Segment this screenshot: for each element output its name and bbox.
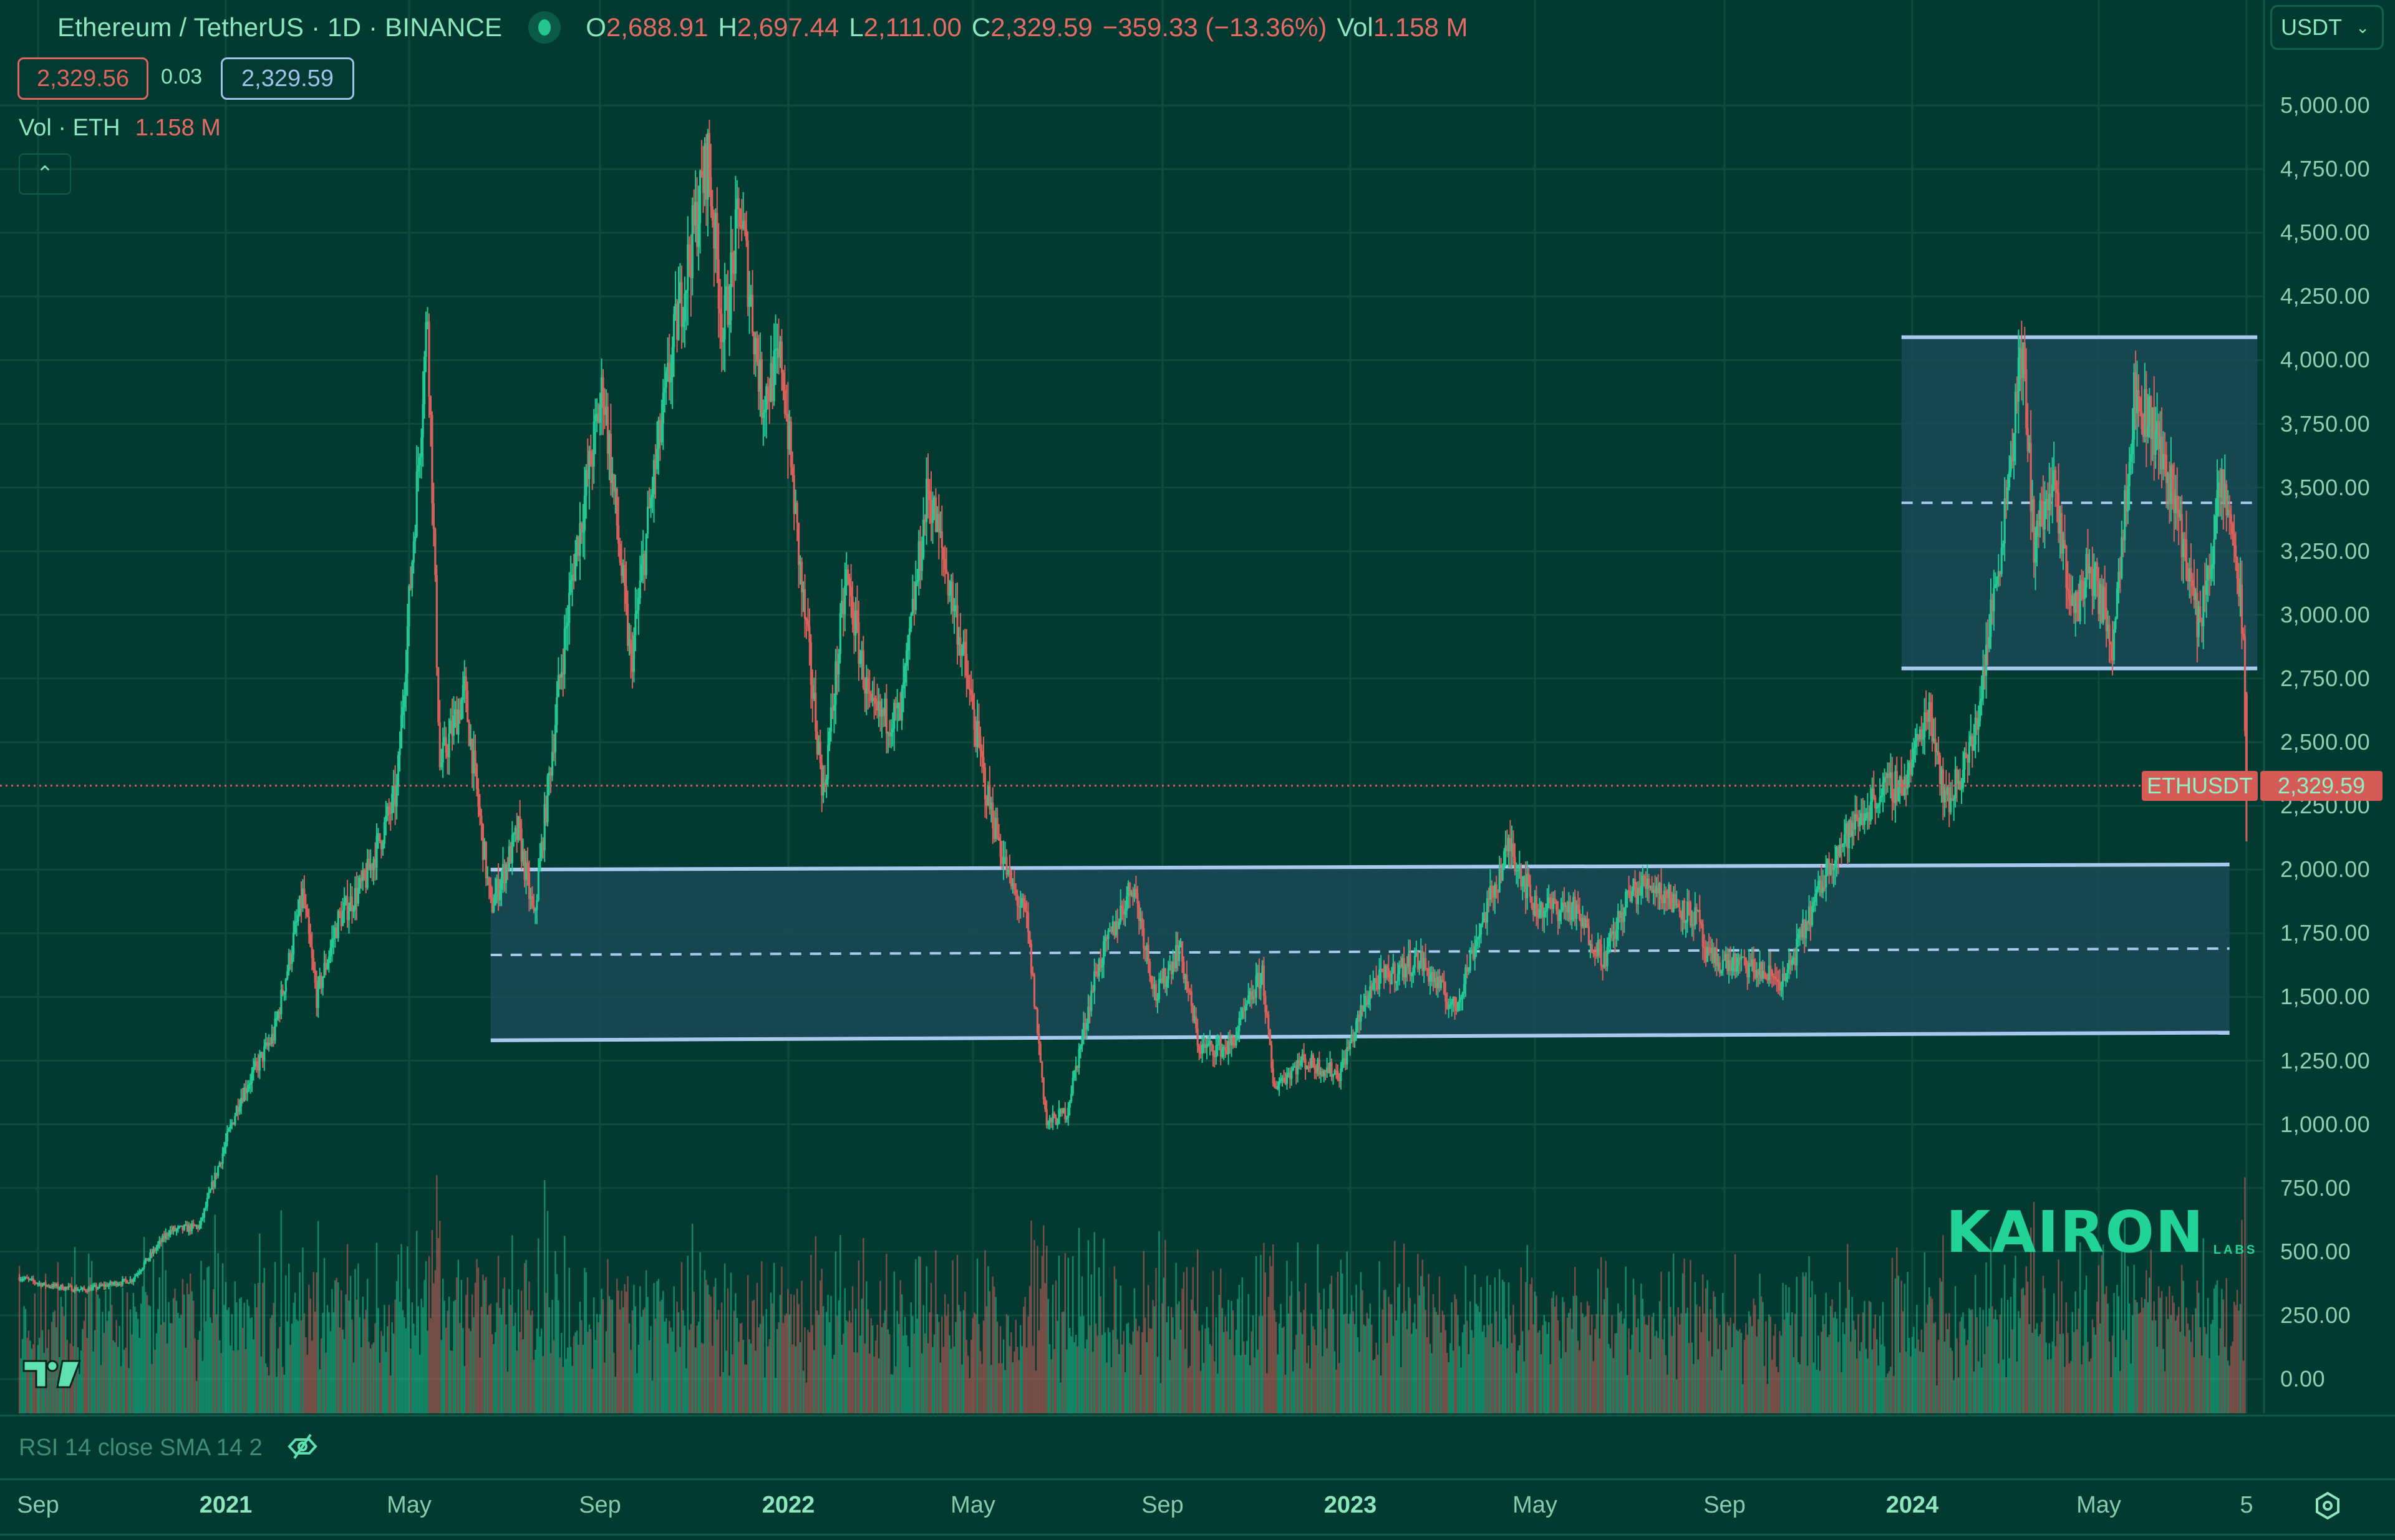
- price-axis-label: 4,250.00: [2280, 283, 2371, 309]
- time-axis-label: May: [951, 1492, 995, 1518]
- spread-value: 0.03: [161, 65, 203, 89]
- time-axis-label: May: [1512, 1492, 1557, 1518]
- price-axis-label: 4,500.00: [2280, 220, 2371, 246]
- currency-selector[interactable]: USDT ⌄: [2270, 5, 2384, 50]
- price-axis-label: 1,500.00: [2280, 984, 2371, 1010]
- volume-legend[interactable]: Vol · ETH 1.158 M: [19, 115, 221, 141]
- price-axis-label: 3,500.00: [2280, 474, 2371, 500]
- time-axis-label: 5: [2240, 1492, 2253, 1518]
- time-axis-label: Sep: [1141, 1492, 1184, 1518]
- ohlc-high: H2,697.44: [718, 12, 839, 42]
- rsi-pane[interactable]: [0, 1415, 2395, 1480]
- ohlc-close: C2,329.59: [971, 12, 1093, 42]
- price-axis-label: 3,750.00: [2280, 410, 2371, 437]
- price-axis-label: 4,000.00: [2280, 347, 2371, 373]
- price-axis-label: 250.00: [2280, 1302, 2351, 1328]
- price-axis-label: 2,000.00: [2280, 856, 2371, 883]
- time-axis[interactable]: [0, 1478, 2395, 1536]
- collapse-legend-button[interactable]: ⌃: [19, 153, 71, 195]
- time-axis-label: Sep: [1703, 1492, 1746, 1518]
- price-axis-label: 1,250.00: [2280, 1047, 2371, 1073]
- time-axis-label: 2024: [1885, 1492, 1939, 1518]
- kairon-watermark: KAIRON LABS: [1946, 1199, 2258, 1266]
- sell-button[interactable]: 2,329.56: [17, 57, 148, 100]
- price-axis-label: 3,000.00: [2280, 601, 2371, 627]
- price-axis-label: 500.00: [2280, 1238, 2351, 1264]
- price-axis-label: 3,250.00: [2280, 538, 2371, 564]
- price-axis-label: 1,750.00: [2280, 920, 2371, 946]
- chevron-up-icon: ⌃: [36, 162, 54, 186]
- price-axis-label: 0.00: [2280, 1366, 2326, 1392]
- time-axis-label: May: [387, 1492, 432, 1518]
- time-axis-label: 2022: [762, 1492, 815, 1518]
- chevron-down-icon: ⌄: [2356, 17, 2369, 37]
- buy-button[interactable]: 2,329.59: [221, 57, 354, 100]
- time-axis-label: 2023: [1323, 1492, 1377, 1518]
- price-change: −359.33 (−13.36%): [1102, 12, 1327, 42]
- market-status-icon: [528, 11, 561, 44]
- gear-icon[interactable]: [2313, 1491, 2343, 1521]
- time-axis-label: May: [2076, 1492, 2121, 1518]
- price-axis-label: 1,000.00: [2280, 1111, 2371, 1137]
- tradingview-logo[interactable]: [22, 1358, 81, 1390]
- eye-off-icon[interactable]: [287, 1432, 318, 1461]
- last-price-tag: 2,329.59: [2260, 770, 2383, 801]
- rsi-indicator-label[interactable]: RSI 14 close SMA 14 2: [19, 1435, 263, 1461]
- price-axis-label: 2,750.00: [2280, 665, 2371, 691]
- ohlc-low: L2,111.00: [849, 12, 962, 42]
- price-axis-label: 2,500.00: [2280, 729, 2371, 755]
- time-axis-label: 2021: [199, 1492, 253, 1518]
- symbol-title[interactable]: Ethereum / TetherUS · 1D · BINANCE: [57, 12, 503, 42]
- time-axis-label: Sep: [579, 1492, 621, 1518]
- time-axis-label: Sep: [17, 1492, 59, 1518]
- ohlc-volume: Vol1.158 M: [1337, 12, 1468, 42]
- ohlc-open: O2,688.91: [586, 12, 709, 42]
- price-axis-label: 4,750.00: [2280, 156, 2371, 182]
- symbol-header: Ethereum / TetherUS · 1D · BINANCE O2,68…: [57, 9, 1478, 46]
- price-axis-label: 750.00: [2280, 1174, 2351, 1201]
- last-price-symbol-tag: ETHUSDT: [2142, 770, 2258, 801]
- price-axis-label: 5,000.00: [2280, 92, 2371, 118]
